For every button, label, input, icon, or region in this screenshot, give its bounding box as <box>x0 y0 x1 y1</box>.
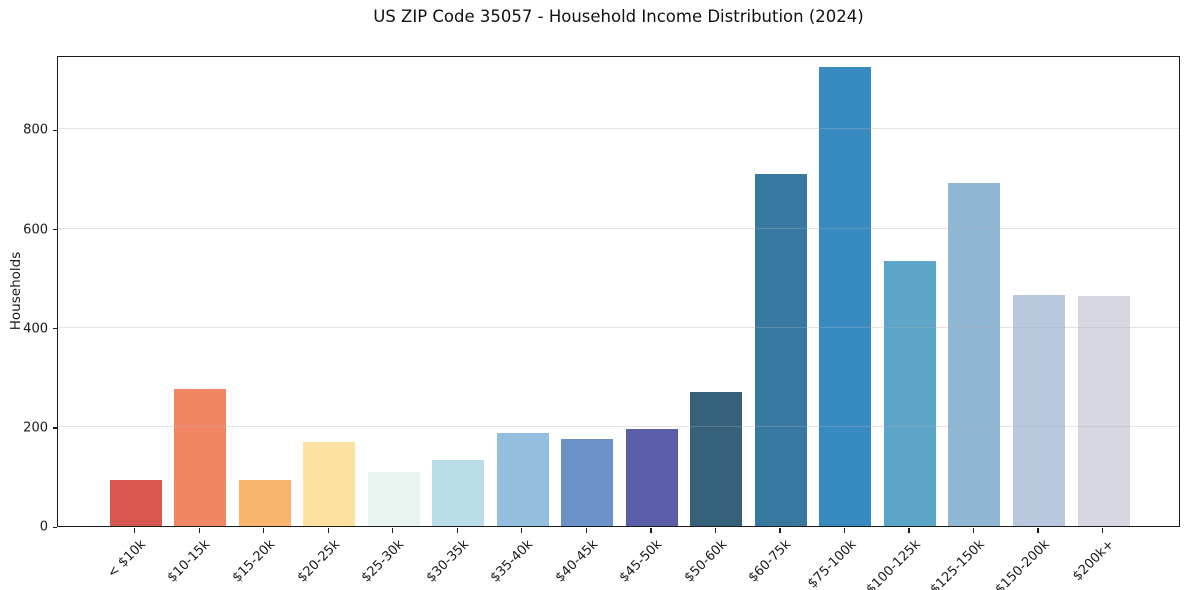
gridline-y-200 <box>58 425 1179 427</box>
x-tick-label: $45-50k <box>616 537 666 586</box>
x-tick-label: $20-25k <box>294 537 343 586</box>
bar-$50-60k <box>690 392 743 526</box>
y-tick-mark <box>53 129 57 132</box>
x-tick-mark <box>392 528 394 533</box>
x-tick-label: $200k+ <box>1070 537 1118 585</box>
chart-title: US ZIP Code 35057 - Household Income Dis… <box>373 7 864 26</box>
x-tick-mark <box>585 528 588 533</box>
x-tick-mark <box>714 528 717 533</box>
x-tick-mark <box>779 528 781 533</box>
y-tick-label: 200 <box>23 420 48 436</box>
bar-$10-15k <box>174 389 227 526</box>
x-tick-mark <box>134 528 136 533</box>
x-tick-mark <box>972 528 975 533</box>
gridline-y-600 <box>58 227 1179 229</box>
bar-$60-75k <box>754 174 807 526</box>
x-tick-label: $50-60k <box>681 537 730 586</box>
x-tick-mark <box>1102 528 1104 533</box>
x-tick-label: $100-125k <box>863 537 924 590</box>
bar-$25-30k <box>367 472 420 526</box>
x-tick-mark <box>843 528 846 533</box>
x-tick-mark <box>456 528 458 533</box>
bar-$15-20k <box>238 480 291 526</box>
gridline-y-400 <box>58 326 1179 328</box>
x-tick-mark <box>327 528 329 533</box>
y-tick-mark <box>53 328 57 330</box>
x-tick-label: $75-100k <box>804 537 859 590</box>
x-tick-mark <box>650 528 652 533</box>
bar-$45-50k <box>625 429 678 526</box>
y-tick-label: 400 <box>23 321 48 337</box>
plot-area <box>57 56 1180 527</box>
y-tick-label: 0 <box>39 519 48 535</box>
x-tick-mark <box>1037 528 1039 533</box>
bar-$100-125k <box>883 261 936 526</box>
bar-$75-100k <box>819 67 872 526</box>
x-tick-label: $10-15k <box>165 537 214 586</box>
x-tick-label: $25-30k <box>358 537 408 586</box>
gridline-y-800 <box>58 128 1179 130</box>
bar-$125-150k <box>948 183 1001 526</box>
x-tick-label: $30-35k <box>423 537 472 586</box>
x-tick-mark <box>908 528 910 533</box>
x-tick-mark <box>198 528 200 533</box>
bar-$30-35k <box>432 460 485 526</box>
bar-$20-25k <box>303 441 356 526</box>
x-tick-mark <box>521 528 523 533</box>
x-tick-label: $150-200k <box>992 537 1053 590</box>
x-tick-label: $35-40k <box>487 537 537 586</box>
x-tick-label: $125-150k <box>927 537 989 590</box>
x-tick-label: $40-45k <box>552 537 601 586</box>
x-tick-label: $60-75k <box>745 537 795 586</box>
y-tick-mark <box>53 526 57 528</box>
bar-$35-40k <box>496 433 549 526</box>
bar-$40-45k <box>561 438 614 526</box>
x-axis: < $10k $10-15k $15-20k $20-25k $25-30k $30-35… <box>57 527 1180 590</box>
y-tick-label: 600 <box>23 222 48 238</box>
bar-$150-200k <box>1012 294 1065 526</box>
bar-$200k+ <box>1077 295 1130 526</box>
bar-< $10k <box>109 479 162 526</box>
y-tick-label: 800 <box>23 122 48 138</box>
y-tick-mark <box>53 427 57 429</box>
y-axis: 0 200 400 600 800 <box>0 56 57 535</box>
x-tick-label: $15-20k <box>229 537 279 586</box>
y-tick-mark <box>53 229 57 231</box>
x-tick-mark <box>263 528 265 533</box>
x-tick-label: < $10k <box>105 537 150 582</box>
